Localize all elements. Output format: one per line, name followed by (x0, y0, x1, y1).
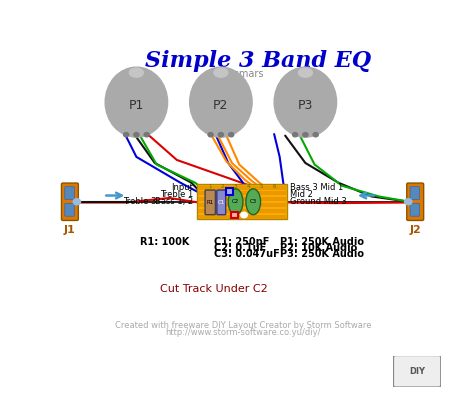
FancyBboxPatch shape (205, 190, 215, 215)
Text: http://www.storm-software.co.yu/diy/: http://www.storm-software.co.yu/diy/ (165, 328, 321, 337)
Circle shape (241, 212, 247, 218)
Circle shape (313, 133, 318, 137)
Bar (199, 215, 285, 219)
Text: 6: 6 (273, 184, 276, 189)
Bar (199, 198, 285, 201)
Circle shape (208, 133, 213, 137)
Text: Cut Track Under C2: Cut Track Under C2 (160, 284, 267, 294)
Text: 2: 2 (221, 184, 225, 189)
Circle shape (219, 133, 223, 137)
Ellipse shape (190, 67, 252, 137)
Circle shape (134, 133, 139, 137)
FancyBboxPatch shape (410, 187, 419, 199)
Text: C3: C3 (250, 199, 257, 204)
Ellipse shape (246, 189, 261, 215)
Circle shape (73, 199, 81, 205)
Bar (199, 209, 285, 213)
Text: Mid 2: Mid 2 (290, 190, 313, 199)
Text: P3: P3 (298, 99, 313, 112)
Text: J1: J1 (64, 225, 76, 235)
Text: 1: 1 (208, 184, 211, 189)
FancyBboxPatch shape (217, 190, 226, 215)
Bar (199, 186, 285, 190)
Text: P3: 250K Audio: P3: 250K Audio (280, 249, 364, 259)
Text: R1: R1 (207, 200, 214, 205)
Text: Input: Input (172, 183, 193, 192)
FancyBboxPatch shape (62, 183, 78, 220)
Ellipse shape (228, 189, 243, 215)
Bar (226, 188, 233, 195)
Bar (199, 203, 285, 207)
Text: P1: 250K Audio: P1: 250K Audio (280, 237, 364, 247)
Text: J2: J2 (410, 225, 421, 235)
Ellipse shape (214, 68, 228, 77)
Text: Treble 3: Treble 3 (123, 197, 156, 206)
FancyBboxPatch shape (65, 187, 74, 199)
Text: C3: 0.047uF: C3: 0.047uF (213, 249, 279, 259)
Text: DIY: DIY (409, 367, 425, 376)
Text: 4: 4 (246, 184, 250, 189)
Text: P2: 10K Audio: P2: 10K Audio (280, 243, 357, 253)
Circle shape (124, 133, 128, 137)
Text: P1: P1 (129, 99, 144, 112)
Text: Treble 1: Treble 1 (160, 190, 193, 199)
Ellipse shape (105, 67, 168, 137)
FancyBboxPatch shape (410, 203, 419, 216)
Ellipse shape (274, 67, 337, 137)
Circle shape (405, 199, 412, 205)
Text: Ground Mid 3: Ground Mid 3 (290, 197, 346, 206)
Text: C2: 0.1uF: C2: 0.1uF (213, 243, 266, 253)
Text: C1: C1 (218, 200, 225, 205)
Circle shape (144, 133, 149, 137)
Circle shape (292, 133, 298, 137)
Text: C2: C2 (232, 199, 239, 204)
Text: Created with freeware DIY Layout Creator by Storm Software: Created with freeware DIY Layout Creator… (115, 321, 371, 330)
FancyBboxPatch shape (65, 203, 74, 216)
Circle shape (303, 133, 308, 137)
Circle shape (228, 133, 234, 137)
Text: luismars: luismars (222, 69, 264, 79)
FancyBboxPatch shape (393, 356, 441, 387)
Text: Bass 3 Mid 1: Bass 3 Mid 1 (290, 183, 343, 192)
Text: 5: 5 (260, 184, 263, 189)
FancyBboxPatch shape (407, 183, 424, 220)
Text: 3: 3 (234, 184, 237, 189)
Bar (199, 192, 285, 196)
Text: Bass 1, 2: Bass 1, 2 (155, 197, 193, 206)
Bar (197, 184, 287, 219)
Text: Simple 3 Band EQ: Simple 3 Band EQ (145, 50, 371, 72)
Ellipse shape (129, 68, 143, 77)
Ellipse shape (299, 68, 312, 77)
Text: R1: 100K: R1: 100K (140, 237, 190, 247)
Bar (231, 212, 238, 218)
Text: P2: P2 (213, 99, 228, 112)
Text: C1: 250pF: C1: 250pF (213, 237, 269, 247)
